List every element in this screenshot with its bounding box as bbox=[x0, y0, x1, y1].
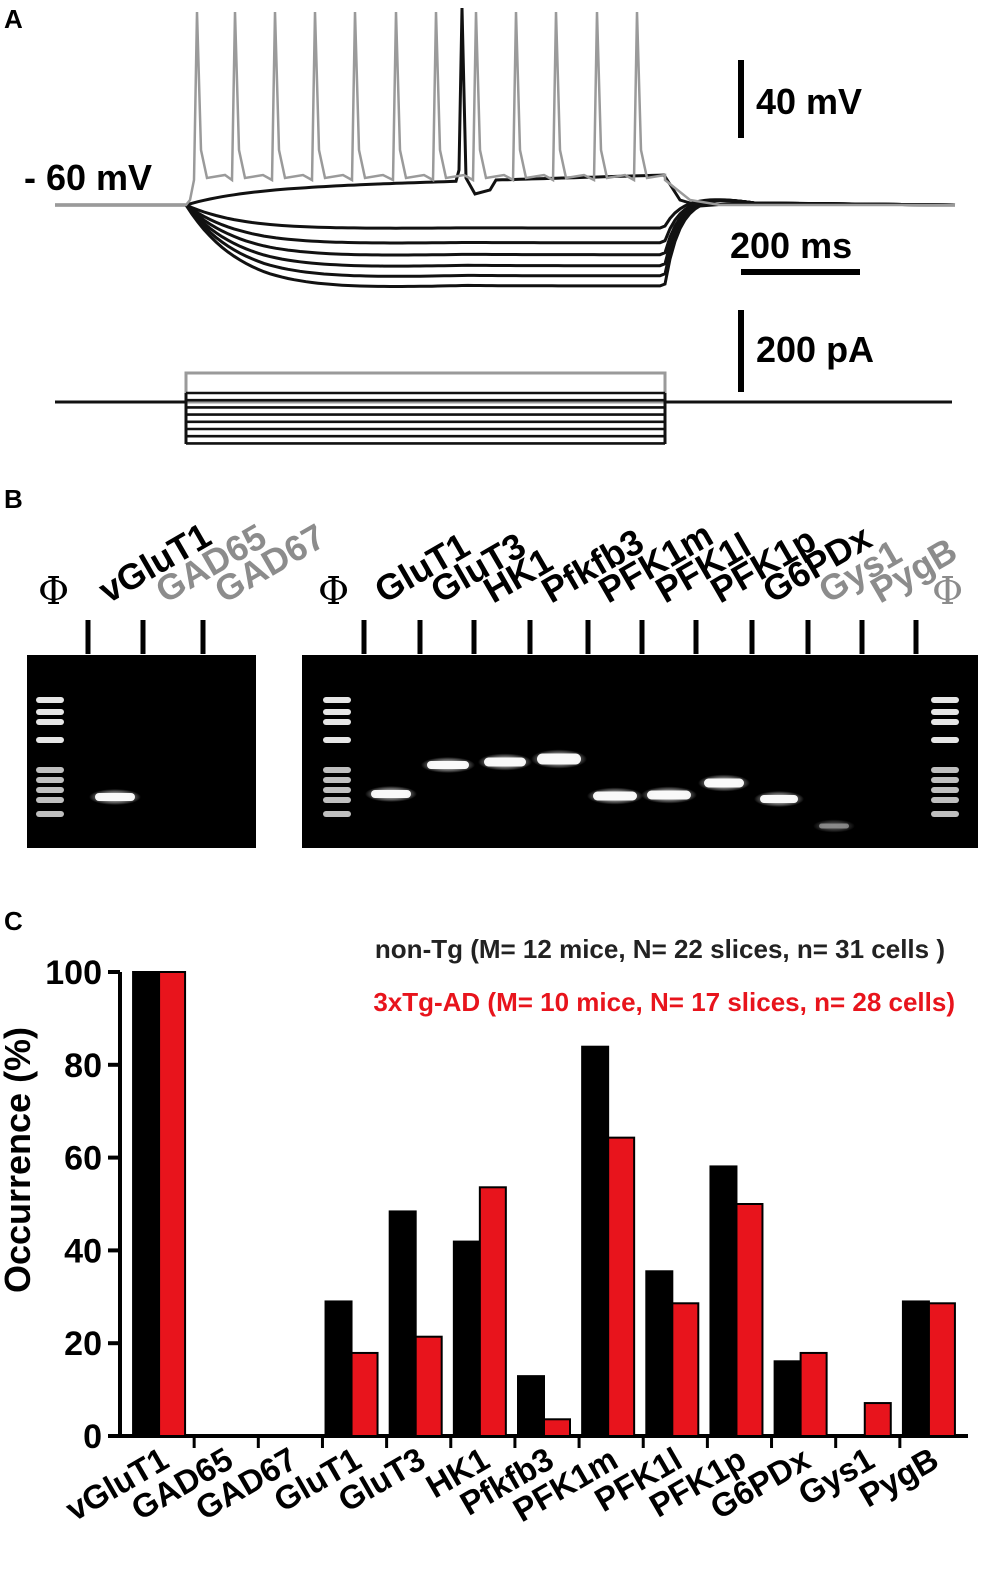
ladder-band bbox=[36, 709, 64, 715]
hyperpolarizing-trace bbox=[55, 198, 956, 245]
gel-band bbox=[647, 790, 691, 800]
ladder-band bbox=[323, 709, 351, 715]
ladder-symbol-right-gel-end: Φ bbox=[932, 569, 963, 613]
y-tick-label: 20 bbox=[64, 1325, 102, 1363]
hyperpolarizing-trace bbox=[55, 198, 956, 278]
hyperpolarizing-trace bbox=[55, 198, 956, 257]
gel-band bbox=[95, 793, 135, 801]
legend-non-tg: non-Tg (M= 12 mice, N= 22 slices, n= 31 … bbox=[375, 934, 945, 964]
depolarizing-current-step bbox=[184, 371, 667, 404]
ladder-band bbox=[36, 697, 64, 703]
ladder-band bbox=[36, 719, 64, 725]
y-axis-label: Occurrence (%) bbox=[0, 1027, 38, 1293]
ladder-band bbox=[36, 737, 64, 743]
bar-non-tg bbox=[773, 1360, 802, 1438]
depolarizing-trace bbox=[55, 7, 956, 208]
y-tick-label: 100 bbox=[45, 954, 102, 992]
y-tick-label: 60 bbox=[64, 1140, 102, 1178]
ladder-band bbox=[36, 811, 64, 817]
ladder-symbol-left-gel: Φ bbox=[38, 569, 69, 613]
bar-non-tg bbox=[324, 1300, 353, 1437]
bar-non-tg bbox=[581, 1045, 610, 1437]
time-scale-label: 200 ms bbox=[730, 225, 852, 266]
panel-a-electrophysiology: - 60 mV 40 mV 200 ms 200 pA bbox=[24, 7, 956, 445]
current-steps bbox=[55, 371, 952, 445]
ladder-band bbox=[931, 737, 959, 743]
bar-3xtg-ad bbox=[735, 1203, 764, 1437]
occurrence-bar-chart: 020406080100vGluT1GAD65GAD67GluT1GluT3HK… bbox=[45, 954, 968, 1529]
bar-3xtg-ad bbox=[350, 1351, 379, 1437]
bar-non-tg bbox=[388, 1210, 417, 1437]
bar-non-tg bbox=[709, 1165, 738, 1438]
gel-band bbox=[819, 823, 849, 829]
bar-non-tg bbox=[517, 1375, 545, 1438]
gel-band bbox=[371, 790, 411, 798]
y-tick-label: 80 bbox=[64, 1047, 102, 1085]
ladder-band bbox=[931, 767, 959, 773]
left-gel bbox=[27, 655, 256, 848]
bar-3xtg-ad bbox=[414, 1335, 443, 1437]
gel-band bbox=[484, 757, 526, 767]
bar-3xtg-ad bbox=[158, 971, 187, 1437]
voltage-scale-label: 40 mV bbox=[756, 81, 862, 122]
bar-3xtg-ad bbox=[543, 1418, 571, 1438]
ladder-band bbox=[931, 811, 959, 817]
y-tick-label: 0 bbox=[83, 1418, 102, 1456]
ladder-band bbox=[323, 797, 351, 803]
ladder-band bbox=[931, 709, 959, 715]
y-tick-label: 40 bbox=[64, 1232, 102, 1270]
ladder-band bbox=[323, 777, 351, 783]
ladder-band bbox=[323, 811, 351, 817]
resting-potential-label: - 60 mV bbox=[24, 157, 152, 198]
gel-band bbox=[427, 761, 469, 769]
ladder-band bbox=[931, 787, 959, 793]
panel-c-chart: 020406080100vGluT1GAD65GAD67GluT1GluT3HK… bbox=[0, 934, 968, 1529]
ladder-band bbox=[36, 797, 64, 803]
ladder-band bbox=[323, 787, 351, 793]
ladder-band bbox=[36, 767, 64, 773]
ladder-band bbox=[36, 787, 64, 793]
gel-band bbox=[760, 795, 798, 803]
bar-3xtg-ad bbox=[863, 1402, 892, 1438]
panel-b-gels: Φ vGluT1 GAD65 GAD67 Φ Φ GluT1 GluT3 HK1… bbox=[27, 513, 978, 848]
panel-c-letter: C bbox=[4, 906, 23, 936]
gel-band bbox=[537, 753, 581, 765]
bar-non-tg bbox=[901, 1300, 930, 1437]
ladder-band bbox=[323, 737, 351, 743]
hyperpolarizing-trace bbox=[55, 199, 956, 288]
current-scale-label: 200 pA bbox=[756, 329, 874, 370]
gel-band-glow bbox=[813, 819, 855, 833]
ladder-band bbox=[323, 767, 351, 773]
legend-3xtg-ad: 3xTg-AD (M= 10 mice, N= 17 slices, n= 28… bbox=[373, 987, 955, 1017]
ladder-band bbox=[323, 719, 351, 725]
gel-images bbox=[27, 620, 978, 848]
ladder-band bbox=[931, 797, 959, 803]
gel-band bbox=[593, 791, 637, 801]
spiking-trace bbox=[55, 11, 955, 207]
bar-3xtg-ad bbox=[671, 1302, 700, 1438]
bar-3xtg-ad bbox=[927, 1302, 956, 1438]
ladder-band bbox=[931, 719, 959, 725]
ladder-symbol-right-gel: Φ bbox=[318, 569, 349, 613]
bar-non-tg bbox=[452, 1240, 481, 1437]
bar-3xtg-ad bbox=[478, 1186, 507, 1438]
ladder-band bbox=[931, 777, 959, 783]
gel-band bbox=[704, 778, 744, 788]
bar-non-tg bbox=[645, 1270, 674, 1438]
voltage-traces bbox=[55, 7, 956, 288]
panel-a-letter: A bbox=[4, 4, 23, 34]
hyperpolarizing-trace bbox=[55, 198, 956, 230]
ladder-band bbox=[36, 777, 64, 783]
ladder-band bbox=[323, 697, 351, 703]
bar-non-tg bbox=[132, 971, 161, 1437]
panel-b-letter: B bbox=[4, 484, 23, 514]
right-gel bbox=[302, 655, 978, 848]
ladder-band bbox=[931, 697, 959, 703]
bar-3xtg-ad bbox=[799, 1351, 828, 1437]
hyperpolarizing-trace bbox=[55, 198, 956, 268]
bar-3xtg-ad bbox=[607, 1136, 636, 1437]
